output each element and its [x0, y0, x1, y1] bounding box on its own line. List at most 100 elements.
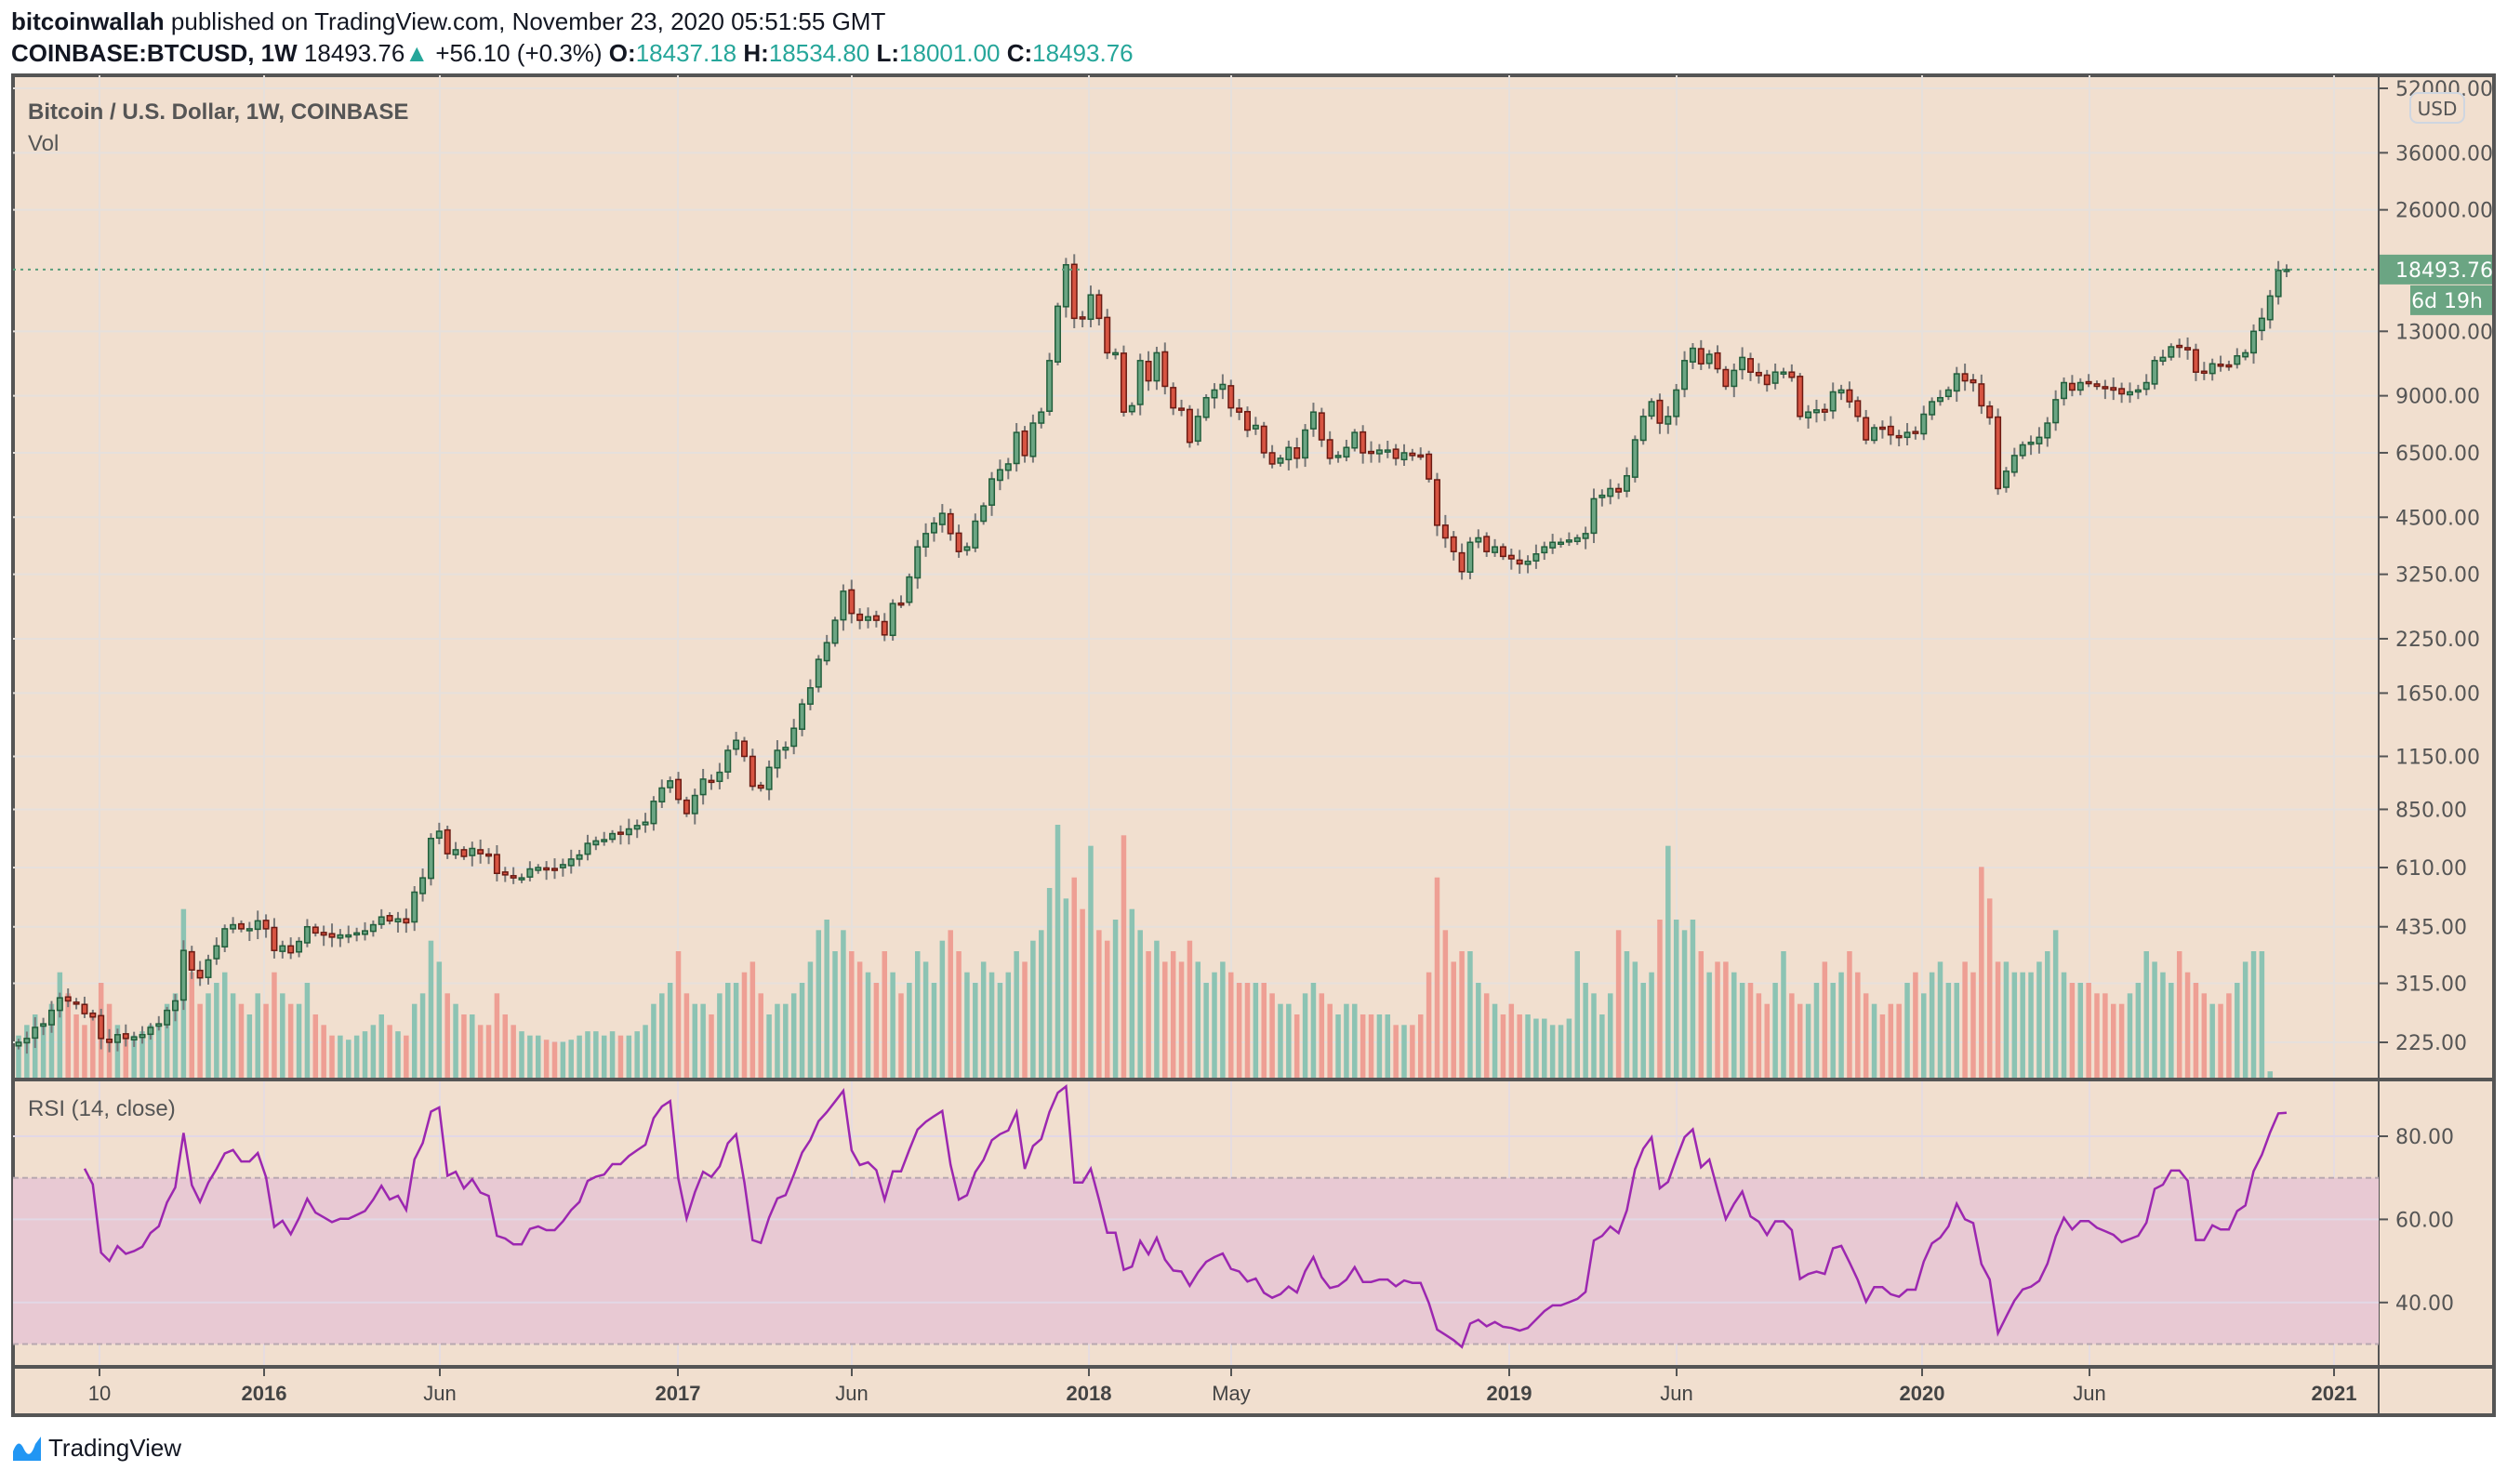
volume-bar [988, 972, 995, 1078]
time-label: 2019 [1487, 1382, 1532, 1405]
time-label: Jun [835, 1382, 868, 1405]
volume-bar [1871, 1003, 1877, 1078]
high-value: 18534.80 [768, 39, 870, 67]
price-tick-label: 610.00 [2395, 857, 2467, 881]
candle-body [2027, 441, 2035, 445]
volume-bar [1344, 1003, 1349, 1078]
volume-bar [436, 961, 443, 1078]
volume-bar [123, 1035, 129, 1078]
volume-bar [2020, 972, 2025, 1078]
volume-bar [643, 1025, 648, 1078]
candle-body [1450, 536, 1457, 552]
candle-body [1747, 358, 1755, 373]
volume-bar [1096, 930, 1102, 1078]
volume-bar [2242, 961, 2248, 1078]
symbol-label: COINBASE:BTCUSD, 1W [11, 39, 298, 67]
candle-body [749, 755, 756, 788]
volume-bar [2028, 972, 2034, 1078]
tradingview-logo[interactable]: TradingView [11, 1434, 181, 1463]
volume-bar [1549, 1025, 1556, 1078]
candle-body [1970, 378, 1977, 384]
candle-body [1878, 426, 1886, 431]
candle-body [245, 928, 253, 932]
candle-body [1236, 407, 1243, 413]
candle-body [1260, 425, 1267, 454]
candle-body [1871, 427, 1878, 442]
publish-text: published on TradingView.com, November 2… [170, 7, 886, 35]
candle-body [740, 740, 748, 758]
price-tick-label: 2250.00 [2395, 629, 2480, 652]
candle-body [296, 940, 303, 953]
volume-bar [1467, 951, 1473, 1078]
candle-body [1055, 305, 1062, 363]
candle-body [1524, 560, 1532, 565]
volume-bar [1673, 920, 1679, 1078]
candle-body [922, 533, 930, 548]
volume-bar [1278, 1003, 1283, 1078]
volume-bar [692, 1003, 698, 1078]
candle-body [2234, 354, 2241, 365]
time-label: May [1212, 1382, 1251, 1405]
volume-bar [2235, 983, 2240, 1078]
volume-bar [1154, 940, 1160, 1078]
candle-body [1812, 409, 1820, 414]
volume-bar [1789, 993, 1795, 1078]
candle-body [1573, 537, 1581, 543]
candle-body [708, 779, 715, 784]
candle-body [1170, 387, 1177, 409]
candle-body [122, 1033, 129, 1040]
volume-bar [577, 1035, 582, 1078]
volume-bar [733, 983, 739, 1078]
candle-body [452, 849, 459, 855]
volume-bar [2201, 993, 2208, 1078]
candle-body [419, 877, 427, 894]
candle-body [1788, 371, 1796, 378]
volume-bar [527, 1035, 533, 1078]
volume-bar [865, 972, 871, 1078]
candle-body [139, 1034, 146, 1039]
candle-body [1458, 551, 1466, 573]
volume-bar [16, 1035, 21, 1078]
author[interactable]: bitcoinwallah [11, 7, 165, 35]
candle-body [996, 469, 1003, 482]
volume-bar [1913, 972, 1918, 1078]
candle-body [435, 830, 443, 840]
volume-bar [1401, 1025, 1407, 1078]
candle-body [576, 854, 583, 860]
candle-body [1360, 431, 1367, 454]
volume-bar [2094, 993, 2100, 1078]
candle-body [1631, 439, 1638, 478]
volume-bar [675, 951, 682, 1078]
currency-button[interactable] [2409, 92, 2465, 124]
volume-bar [1319, 993, 1325, 1078]
volume-bar [766, 1014, 772, 1078]
volume-bar [1022, 961, 1028, 1078]
time-label: 2021 [2312, 1382, 2357, 1405]
candle-body [1944, 389, 1952, 398]
candle-body [1665, 416, 1672, 425]
volume-bar [156, 1025, 162, 1078]
time-label: 2020 [1900, 1382, 1945, 1405]
logo-text: TradingView [48, 1434, 182, 1462]
volume-bar [568, 1040, 574, 1078]
volume-bar [114, 1025, 121, 1078]
candle-body [1368, 450, 1375, 455]
volume-bar [2135, 983, 2142, 1078]
price-tick-label: 13000.00 [2395, 321, 2493, 344]
volume-bar [956, 951, 962, 1078]
volume-bar [626, 1035, 632, 1078]
candle-body [1936, 396, 1943, 403]
volume-bar [1970, 972, 1976, 1078]
candle-series [15, 254, 2290, 1054]
candle-body [1887, 425, 1894, 436]
volume-bar [428, 940, 434, 1078]
time-label: 10 [88, 1382, 111, 1405]
price-tick-label: 9000.00 [2395, 386, 2480, 409]
volume-bar [593, 1031, 599, 1078]
volume-bar [1293, 1014, 1300, 1078]
candle-body [1384, 449, 1391, 453]
volume-bar [1055, 825, 1061, 1078]
ohlc-header: COINBASE:BTCUSD, 1W 18493.76▲ +56.10 (+0… [11, 39, 1134, 68]
candle-body [1639, 416, 1647, 442]
